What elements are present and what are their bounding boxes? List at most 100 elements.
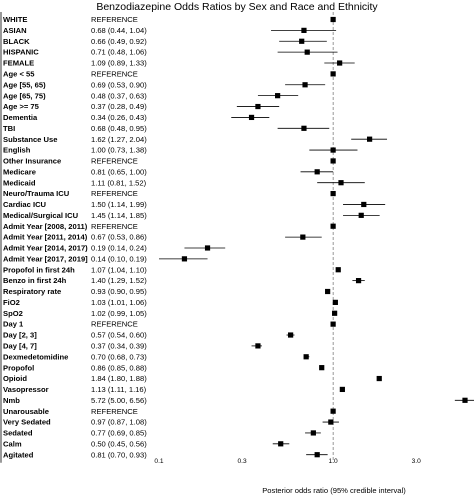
row-estimate-text: REFERENCE bbox=[91, 157, 138, 166]
point-estimate bbox=[330, 190, 336, 197]
row-estimate-text: 1.00 (0.73, 1.38) bbox=[91, 146, 147, 155]
row-label: Age [65, 75) bbox=[3, 91, 46, 100]
row-estimate-text: 0.48 (0.37, 0.63) bbox=[91, 91, 147, 100]
row-estimate-text: 1.84 (1.80, 1.88) bbox=[91, 374, 147, 383]
row-label: Sedated bbox=[3, 429, 33, 438]
row-estimate-text: 0.68 (0.48, 0.95) bbox=[91, 124, 147, 133]
row-estimate-text: 0.14 (0.10, 0.19) bbox=[91, 254, 147, 263]
row-estimate-text: 0.69 (0.53, 0.90) bbox=[91, 80, 147, 89]
point-estimate bbox=[330, 71, 336, 77]
row-label: FiO2 bbox=[3, 298, 20, 307]
row-label: Admit Year [2011, 2014) bbox=[3, 233, 88, 242]
row-estimate-text: 0.37 (0.28, 0.49) bbox=[91, 102, 147, 111]
row-label: Respiratory rate bbox=[3, 287, 61, 296]
point-estimate bbox=[181, 256, 188, 262]
row-estimate-text: 1.40 (1.29, 1.52) bbox=[91, 276, 147, 285]
row-label: Medicaid bbox=[3, 178, 36, 187]
row-label: Medicare bbox=[3, 167, 36, 176]
row-estimate-text: 0.37 (0.34, 0.39) bbox=[91, 342, 147, 351]
row-label: WHITE bbox=[3, 15, 27, 24]
row-estimate-text: 0.81 (0.70, 0.93) bbox=[91, 450, 147, 459]
row-label: Dexmedetomidine bbox=[3, 352, 68, 361]
point-estimate bbox=[330, 16, 336, 23]
point-estimate bbox=[255, 103, 261, 110]
point-estimate bbox=[314, 452, 320, 458]
row-estimate-text: 0.57 (0.54, 0.60) bbox=[91, 331, 147, 340]
point-estimate bbox=[330, 158, 336, 164]
row-estimate-text: 1.02 (0.99, 1.05) bbox=[91, 309, 147, 318]
row-label: BLACK bbox=[3, 37, 30, 46]
point-estimate bbox=[337, 60, 343, 66]
row-label: Substance Use bbox=[3, 135, 57, 144]
row-label: Admit Year [2008, 2011) bbox=[3, 222, 88, 231]
row-label: Unarousable bbox=[3, 407, 49, 416]
point-estimate bbox=[376, 375, 382, 382]
row-estimate-text: REFERENCE bbox=[91, 222, 138, 231]
row-label: Age [55, 65) bbox=[3, 80, 46, 89]
row-label: English bbox=[3, 146, 31, 155]
row-estimate-text: 1.45 (1.14, 1.85) bbox=[91, 211, 147, 220]
point-estimate bbox=[361, 201, 367, 208]
x-tick-label: 0.3 bbox=[237, 458, 246, 465]
point-estimate bbox=[358, 212, 364, 218]
row-estimate-text: REFERENCE bbox=[91, 320, 138, 329]
point-estimate bbox=[300, 234, 306, 240]
row-estimate-text: 1.13 (1.11, 1.16) bbox=[91, 385, 147, 394]
point-estimate bbox=[275, 93, 281, 99]
row-label: Very Sedated bbox=[3, 418, 51, 427]
row-label: Nmb bbox=[3, 396, 20, 405]
point-estimate bbox=[204, 245, 211, 251]
x-tick-label: 0.1 bbox=[154, 458, 163, 465]
point-estimate bbox=[338, 180, 344, 186]
point-estimate bbox=[302, 82, 308, 88]
point-estimate bbox=[255, 343, 261, 349]
point-estimate bbox=[314, 169, 320, 175]
point-estimate bbox=[367, 136, 373, 142]
chart-title: Benzodiazepine Odds Ratios by Sex and Ra… bbox=[96, 1, 378, 13]
row-label: HISPANIC bbox=[3, 48, 39, 57]
row-label: Day 1 bbox=[3, 320, 24, 329]
row-label: TBI bbox=[3, 124, 15, 133]
row-estimate-text: 0.70 (0.68, 0.73) bbox=[91, 352, 147, 361]
row-estimate-text: 0.93 (0.90, 0.95) bbox=[91, 287, 147, 296]
row-label: Neuro/Trauma ICU bbox=[3, 189, 70, 198]
row-label: Other Insurance bbox=[3, 157, 61, 166]
row-label: Propofol in first 24h bbox=[3, 265, 75, 274]
row-label: Medical/Surgical ICU bbox=[3, 211, 79, 220]
row-estimate-text: 1.11 (0.81, 1.52) bbox=[91, 178, 147, 187]
row-estimate-text: 0.77 (0.69, 0.85) bbox=[91, 429, 147, 438]
point-estimate bbox=[332, 310, 338, 316]
row-label: Dementia bbox=[3, 113, 38, 122]
row-label: Day [4, 7] bbox=[3, 342, 37, 351]
row-estimate-text: 0.67 (0.53, 0.86) bbox=[91, 233, 147, 242]
point-estimate bbox=[303, 354, 309, 360]
row-estimate-text: 0.86 (0.85, 0.88) bbox=[91, 363, 147, 372]
row-label: FEMALE bbox=[3, 59, 34, 68]
row-label: SpO2 bbox=[3, 309, 23, 318]
row-label: ASIAN bbox=[3, 26, 27, 35]
row-label: Cardiac ICU bbox=[3, 200, 47, 209]
row-label: Age < 55 bbox=[3, 70, 35, 79]
point-estimate bbox=[328, 419, 334, 425]
row-label: Propofol bbox=[3, 363, 34, 372]
row-label: Opioid bbox=[3, 374, 27, 383]
row-estimate-text: 0.71 (0.48, 1.06) bbox=[91, 48, 147, 57]
point-estimate bbox=[330, 223, 336, 229]
row-estimate-text: 0.97 (0.87, 1.08) bbox=[91, 418, 147, 427]
row-estimate-text: 0.66 (0.49, 0.92) bbox=[91, 37, 147, 46]
point-estimate bbox=[304, 49, 310, 55]
x-tick-label: 3.0 bbox=[412, 458, 421, 465]
row-estimate-text: 1.07 (1.04, 1.10) bbox=[91, 265, 147, 274]
row-estimate-text: 0.34 (0.26, 0.43) bbox=[91, 113, 147, 122]
point-estimate bbox=[330, 321, 336, 327]
row-label: Benzo in first 24h bbox=[3, 276, 67, 285]
point-estimate bbox=[248, 114, 255, 121]
point-estimate bbox=[301, 27, 307, 33]
row-estimate-text: 0.19 (0.14, 0.24) bbox=[91, 244, 147, 253]
point-estimate bbox=[301, 125, 307, 131]
point-estimate bbox=[339, 386, 345, 393]
row-estimate-text: 1.09 (0.89, 1.33) bbox=[91, 59, 147, 68]
row-estimate-text: 0.50 (0.45, 0.56) bbox=[91, 439, 147, 448]
point-estimate bbox=[462, 397, 468, 403]
